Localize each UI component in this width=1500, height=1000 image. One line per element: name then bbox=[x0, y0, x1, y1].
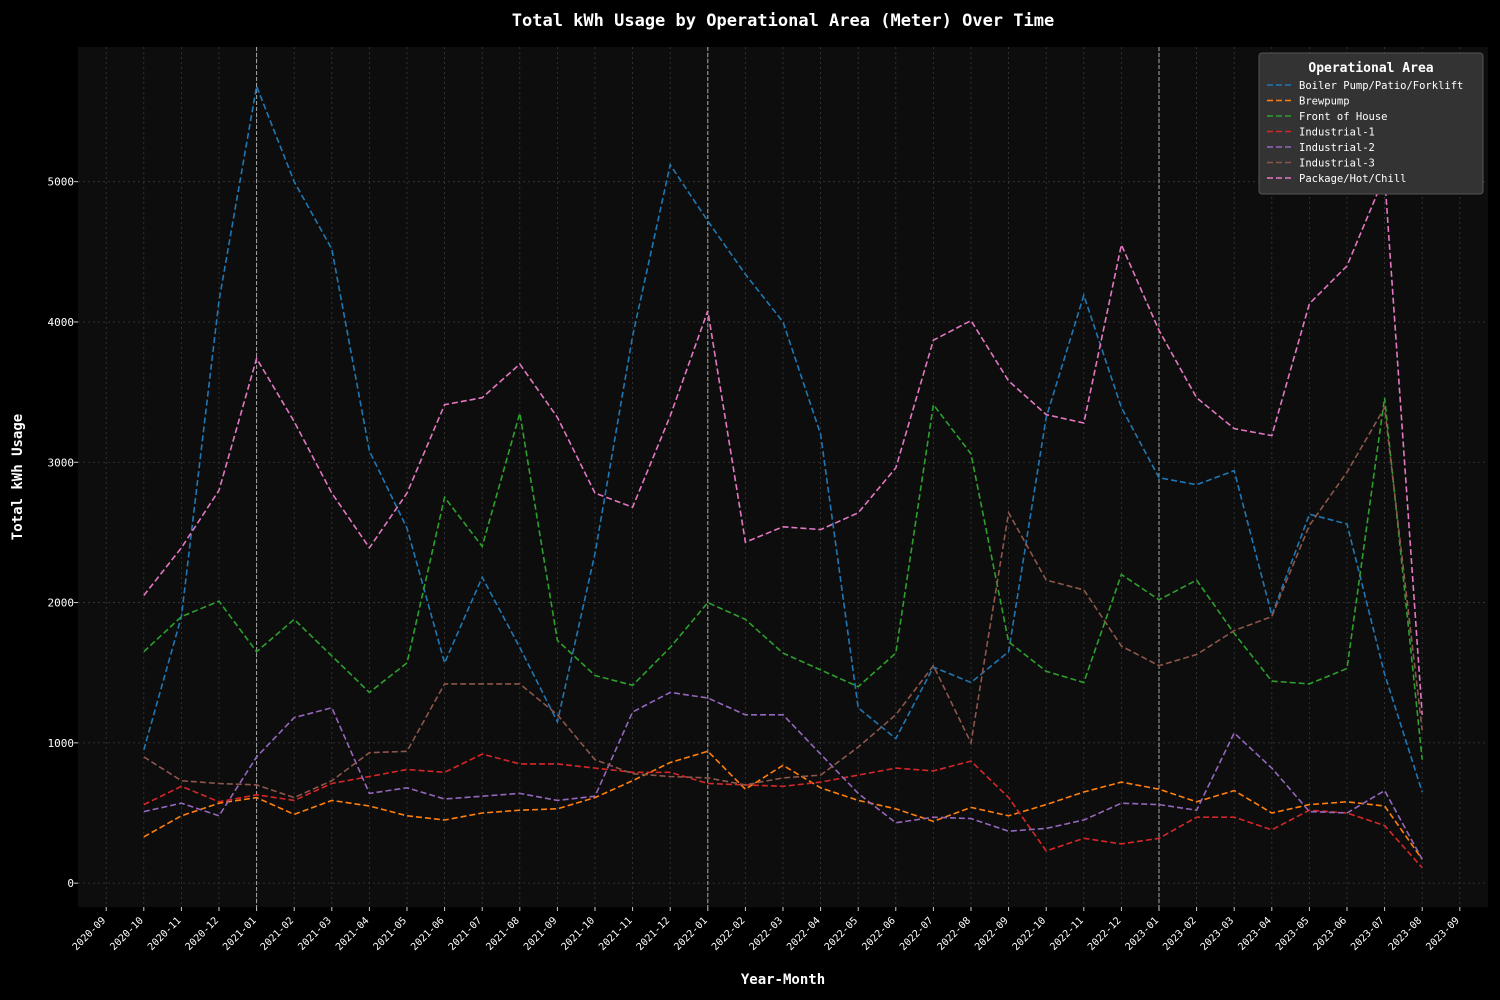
legend-entry-label: Industrial-1 bbox=[1299, 127, 1375, 139]
legend-entry-label: Boiler Pump/Patio/Forklift bbox=[1299, 80, 1463, 92]
y-tick-label: 0 bbox=[67, 877, 74, 890]
y-tick-label: 2000 bbox=[48, 597, 75, 610]
series-line-industrial-1 bbox=[143, 753, 1423, 869]
series-line-brewpump bbox=[143, 750, 1423, 860]
y-tick-label: 4000 bbox=[48, 316, 75, 329]
chart-title: Total kWh Usage by Operational Area (Met… bbox=[512, 11, 1054, 31]
legend-entry-label: Industrial-3 bbox=[1299, 158, 1375, 170]
series-line-boiler-pump-patio-forklift bbox=[143, 83, 1423, 793]
legend-entry-label: Brewpump bbox=[1299, 96, 1350, 108]
legend-entry-label: Package/Hot/Chill bbox=[1299, 173, 1406, 185]
series-line-front-of-house bbox=[143, 397, 1423, 760]
y-axis-label: Total kWh Usage bbox=[10, 414, 26, 540]
x-axis-label: Year-Month bbox=[741, 972, 825, 988]
y-tick-label: 3000 bbox=[48, 456, 75, 469]
legend-entry-label: Front of House bbox=[1299, 111, 1388, 123]
legend-entry-label: Industrial-2 bbox=[1299, 142, 1375, 154]
series-line-industrial-2 bbox=[143, 691, 1423, 860]
legend-title: Operational Area bbox=[1308, 61, 1433, 76]
y-tick-label: 5000 bbox=[48, 176, 75, 189]
series-line-package-hot-chill bbox=[143, 175, 1423, 715]
series-lines bbox=[143, 83, 1423, 869]
series-line-industrial-3 bbox=[143, 405, 1423, 799]
legend-box bbox=[1258, 52, 1484, 195]
legend: Operational Area Boiler Pump/Patio/Forkl… bbox=[1258, 52, 1484, 195]
y-axis-ticks: 0 1000 2000 3000 4000 5000 bbox=[48, 176, 78, 890]
y-tick-label: 1000 bbox=[48, 737, 75, 750]
